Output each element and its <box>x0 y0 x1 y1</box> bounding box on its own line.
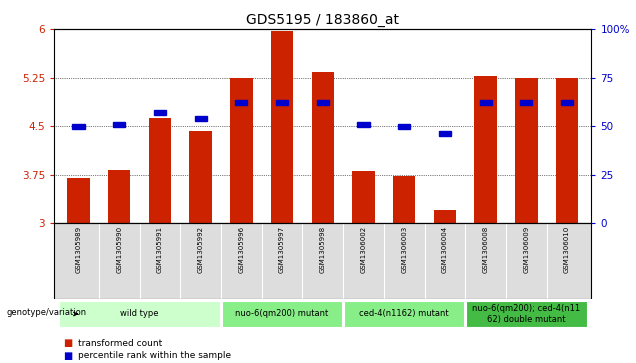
Text: ■: ■ <box>64 338 73 348</box>
Text: GSM1306010: GSM1306010 <box>564 225 570 273</box>
Text: percentile rank within the sample: percentile rank within the sample <box>78 351 231 360</box>
Text: GSM1305997: GSM1305997 <box>279 225 285 273</box>
Bar <box>113 122 125 127</box>
Bar <box>480 101 492 105</box>
Text: GSM1305990: GSM1305990 <box>116 225 122 273</box>
Bar <box>344 301 464 327</box>
Bar <box>276 101 288 105</box>
Bar <box>434 210 456 223</box>
Text: transformed count: transformed count <box>78 339 162 347</box>
Bar <box>195 116 207 121</box>
Bar <box>154 110 166 115</box>
Bar <box>73 124 85 129</box>
Text: GSM1306003: GSM1306003 <box>401 225 407 273</box>
Bar <box>357 122 370 127</box>
Text: GSM1306009: GSM1306009 <box>523 225 529 273</box>
Bar <box>235 101 247 105</box>
Bar <box>149 118 171 223</box>
Bar <box>561 101 573 105</box>
Bar <box>312 72 334 223</box>
Text: GSM1305996: GSM1305996 <box>238 225 244 273</box>
Text: GSM1306008: GSM1306008 <box>483 225 488 273</box>
Bar <box>230 78 252 223</box>
Text: nuo-6(qm200); ced-4(n11
62) double mutant: nuo-6(qm200); ced-4(n11 62) double mutan… <box>473 304 581 324</box>
Bar <box>439 131 451 136</box>
Bar <box>59 301 220 327</box>
Text: GSM1306002: GSM1306002 <box>361 225 366 273</box>
Bar <box>190 131 212 223</box>
Bar <box>352 171 375 223</box>
Bar <box>398 124 410 129</box>
Text: GSM1305998: GSM1305998 <box>320 225 326 273</box>
Text: GSM1305992: GSM1305992 <box>198 225 204 273</box>
Bar <box>520 101 532 105</box>
Text: nuo-6(qm200) mutant: nuo-6(qm200) mutant <box>235 310 329 318</box>
Title: GDS5195 / 183860_at: GDS5195 / 183860_at <box>246 13 399 26</box>
Bar <box>556 78 578 223</box>
Bar <box>474 76 497 223</box>
Text: wild type: wild type <box>120 310 159 318</box>
Text: GSM1305989: GSM1305989 <box>76 225 81 273</box>
Text: ■: ■ <box>64 351 73 361</box>
Bar <box>67 178 90 223</box>
Text: GSM1305991: GSM1305991 <box>157 225 163 273</box>
Text: ced-4(n1162) mutant: ced-4(n1162) mutant <box>359 310 449 318</box>
Bar <box>222 301 342 327</box>
Bar <box>271 31 293 223</box>
Bar <box>108 170 130 223</box>
Bar <box>393 176 415 223</box>
Bar <box>317 101 329 105</box>
Bar <box>515 78 537 223</box>
Text: genotype/variation: genotype/variation <box>6 308 86 317</box>
Text: GSM1306004: GSM1306004 <box>442 225 448 273</box>
Bar <box>466 301 586 327</box>
